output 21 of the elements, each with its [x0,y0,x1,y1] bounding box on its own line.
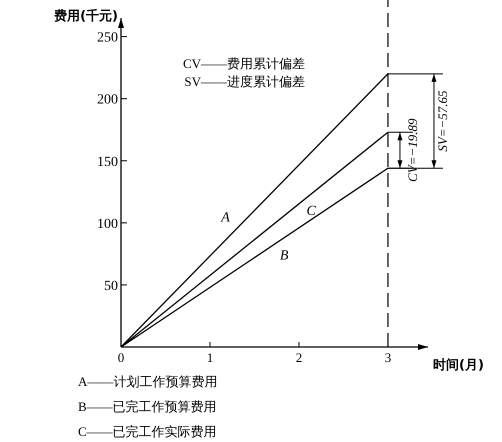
y-axis-title: 费用(千元) [53,8,118,24]
y-tick-label: 250 [97,30,118,46]
series-label: A [220,210,230,226]
annotation: SV=−57.65 [434,90,450,152]
series-label: C [306,204,317,219]
annotation: CV——费用累计偏差 [182,56,305,71]
annotation: CV=−19.89 [404,118,420,182]
text: B——已完工作预算费用 [78,399,217,414]
annotation: SV——进度累计偏差 [184,74,305,89]
x-axis-title: 时间(月) [433,358,484,373]
x-tick-label: 0 [118,350,124,365]
y-tick-label: 100 [97,216,118,232]
x-tick-label: 3 [384,350,392,365]
series-label: B [280,248,289,264]
y-tick-label: 150 [97,154,118,170]
x-tick-label: 2 [296,350,302,365]
y-tick-label: 200 [97,92,118,108]
text: C——已完工作实际费用 [78,424,217,439]
x-tick-label: 1 [206,350,214,365]
text: A——计划工作预算费用 [78,374,218,389]
y-tick-label: 50 [104,278,118,294]
